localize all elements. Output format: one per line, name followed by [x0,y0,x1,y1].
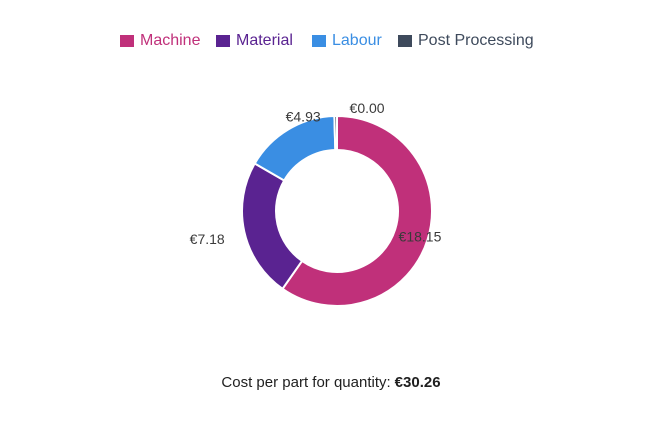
legend-label-material: Material [236,32,293,49]
legend-swatch-material [216,35,230,47]
chart-legend: Machine Material Labour Post Processing [0,30,662,52]
legend-swatch-labour [312,35,326,47]
legend-item-post-processing[interactable]: Post Processing [398,30,534,52]
donut-slice-material[interactable] [241,162,304,291]
legend-swatch-machine [120,35,134,47]
legend-label-labour: Labour [332,32,382,49]
legend-item-machine[interactable]: Machine [120,30,200,52]
cost-summary: Cost per part for quantity: €30.26 [0,374,662,391]
data-label-machine: €18.15 [399,229,442,245]
data-label-post-processing: €0.00 [350,100,385,116]
donut-slice-labour[interactable] [253,115,337,182]
legend-label-post-processing: Post Processing [418,32,534,49]
cost-summary-label: Cost per part for quantity: [221,374,391,391]
legend-label-machine: Machine [140,32,201,49]
cost-summary-total: €30.26 [394,374,441,391]
legend-item-material[interactable]: Material [216,30,293,52]
data-label-material: €7.18 [190,231,225,247]
legend-item-labour[interactable]: Labour [312,30,382,52]
data-label-labour: €4.93 [286,108,321,124]
legend-swatch-post-processing [398,35,412,47]
donut-slice-machine[interactable] [281,114,433,307]
donut-slice-post-processing[interactable] [333,114,338,152]
